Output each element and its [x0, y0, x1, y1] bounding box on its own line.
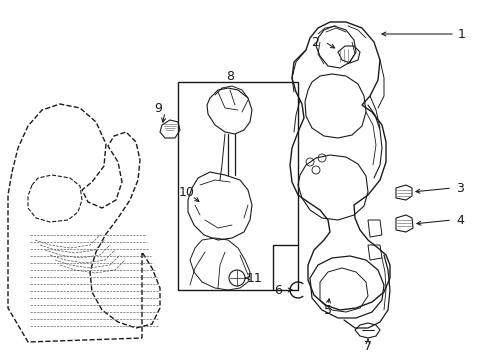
Text: 10: 10 [179, 185, 195, 198]
Bar [178, 82, 298, 290]
Text: 9: 9 [154, 102, 162, 114]
Text: 3: 3 [456, 181, 464, 194]
Text: 11: 11 [247, 271, 263, 284]
Text: 6: 6 [274, 284, 282, 297]
Text: 8: 8 [226, 69, 234, 82]
Text: 1: 1 [458, 27, 466, 40]
Text: 7: 7 [364, 339, 372, 352]
Text: 4: 4 [456, 213, 464, 226]
Text: 2: 2 [311, 36, 319, 49]
Text: 5: 5 [324, 303, 332, 316]
